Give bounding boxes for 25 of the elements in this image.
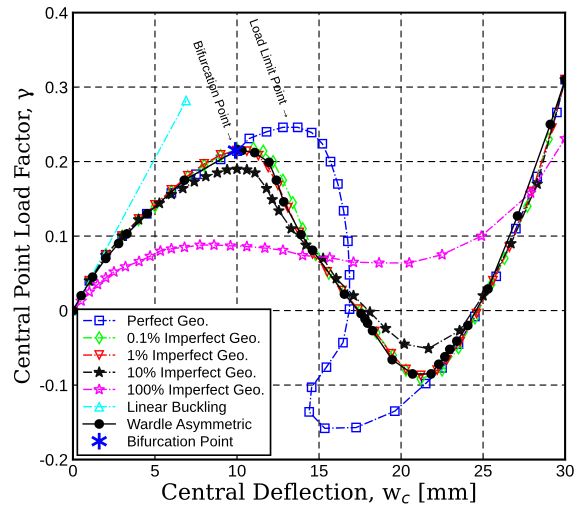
x-tick-label: 30 xyxy=(556,464,574,477)
legend-label: Bifurcation Point xyxy=(128,436,233,446)
legend-label: Perfect Geo. xyxy=(128,315,208,326)
x-tick-label: 20 xyxy=(392,464,410,477)
legend-label: 0.1% Imperfect Geo. xyxy=(127,332,260,346)
x-tick-label: 15 xyxy=(311,465,328,477)
y-tick-label: -0.2 xyxy=(40,454,68,466)
y-tick-label: -0.1 xyxy=(40,379,68,392)
annotation: Load Limit Point → xyxy=(249,18,293,118)
y-tick-label: 0.4 xyxy=(46,7,68,19)
legend-label: Wardle Asymmetric xyxy=(126,418,252,432)
legend-label: 1% Imperfect Geo. xyxy=(128,350,248,364)
x-axis-title: Central Deflection, w$_{c}$ [mm] xyxy=(162,482,476,504)
legend-label: Linear Buckling xyxy=(128,401,226,415)
x-tick-label: 5 xyxy=(151,465,159,477)
x-tick-label: 0 xyxy=(68,464,77,477)
y-tick-label: 0.3 xyxy=(46,82,68,94)
x-tick-label: 10 xyxy=(229,464,246,477)
y-tick-label: 0.2 xyxy=(46,156,68,168)
y-axis-title: Central Point Load Factor, γ xyxy=(14,88,34,384)
y-tick-label: 0.1 xyxy=(46,230,68,242)
y-tick-label: 0 xyxy=(59,304,68,317)
legend-label: 10% Imperfect Geo. xyxy=(128,366,256,380)
x-tick-label: 25 xyxy=(474,464,492,477)
legend-label: 100% Imperfect Geo. xyxy=(128,384,264,398)
